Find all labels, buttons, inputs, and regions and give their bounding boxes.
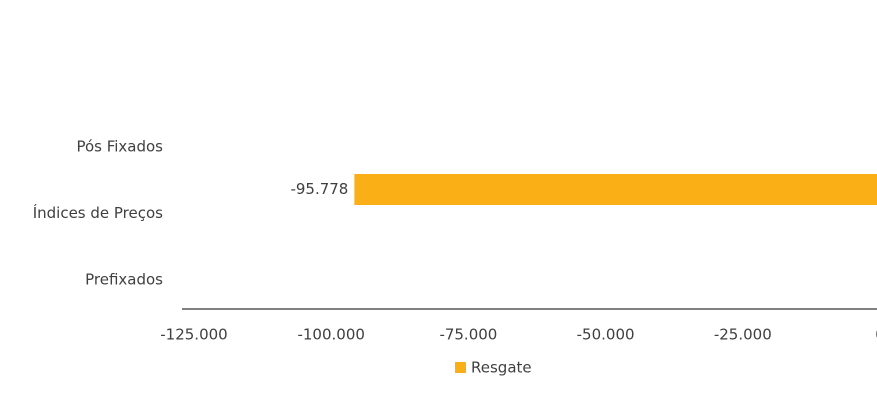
bar [354, 174, 877, 205]
legend-swatch [455, 362, 466, 373]
x-tick-label: -50.000 [577, 326, 635, 344]
x-tick-label: -25.000 [714, 326, 772, 344]
legend-label: Resgate [471, 359, 532, 377]
x-tick-label: -75.000 [439, 326, 497, 344]
y-tick-label: Índices de Preços [33, 203, 163, 222]
y-tick-label: Pós Fixados [76, 138, 163, 156]
data-label: -95.778 [290, 180, 348, 198]
y-tick-label: Prefixados [85, 270, 163, 288]
x-tick-label: -100.000 [297, 326, 364, 344]
x-tick-label: 0 [875, 326, 877, 344]
x-tick-label: -125.000 [160, 326, 227, 344]
